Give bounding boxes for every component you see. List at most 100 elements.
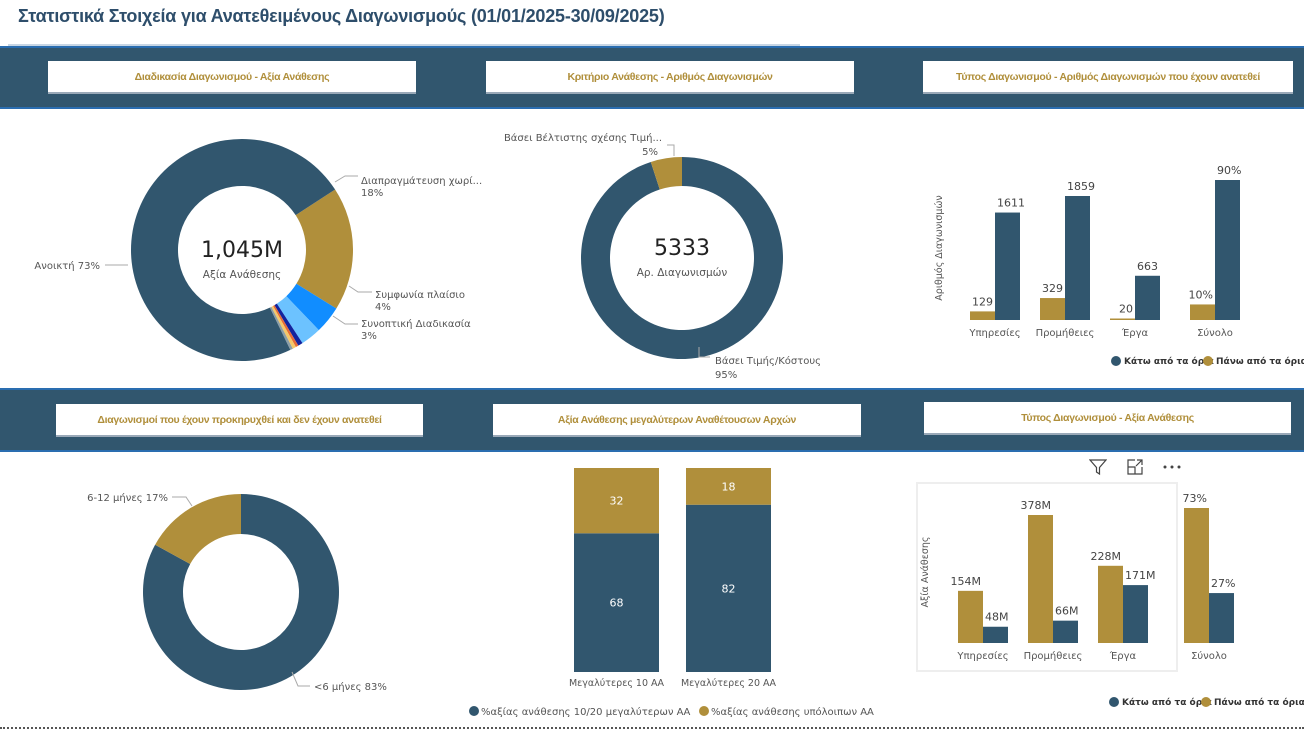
center-value: 5333 xyxy=(654,236,710,261)
bar-0-1[interactable] xyxy=(995,212,1020,320)
procedure-slice-0[interactable] xyxy=(131,139,336,361)
stack-0-1[interactable] xyxy=(574,468,659,534)
leader-line xyxy=(667,144,675,156)
x-tick-label: Μεγαλύτερες 20 ΑΑ xyxy=(681,678,777,689)
page-title: Στατιστικά Στοιχεία για Ανατεθειμένους Δ… xyxy=(18,6,665,26)
procedure-slice-5[interactable] xyxy=(273,305,299,348)
x-tick-label: Σύνολο xyxy=(1191,650,1227,662)
procedure-slice-2[interactable] xyxy=(286,283,337,331)
slice-label-negotiation: Διαπραγμάτευση χωρί... xyxy=(361,175,482,187)
total-bar-1[interactable] xyxy=(1209,593,1234,643)
procedure-slice-7[interactable] xyxy=(269,306,293,350)
slice-label-best-value: Βάσει Βέλτιστης σχέσης Τιμή... xyxy=(504,132,662,144)
bar-2-1[interactable] xyxy=(1135,275,1160,320)
bar-0-0[interactable] xyxy=(970,311,995,320)
visual-toolbar xyxy=(1080,452,1190,482)
leader-line xyxy=(332,315,358,325)
data-label: 68 xyxy=(610,597,624,610)
slice-value-price: 95% xyxy=(715,370,737,381)
x-tick-label: Έργα xyxy=(1121,327,1149,339)
data-label: 18 xyxy=(722,480,736,493)
slice-label-lt6: <6 μήνες 83% xyxy=(314,681,387,693)
filter-button[interactable] xyxy=(1083,453,1113,481)
stack-0-0[interactable] xyxy=(574,533,659,672)
data-label: 663 xyxy=(1137,260,1158,273)
total-bar-0[interactable] xyxy=(1184,508,1209,643)
donut-not-awarded: 6-12 μήνες 17% <6 μήνες 83% xyxy=(87,492,387,693)
data-label: 10% xyxy=(1189,288,1213,301)
legend-rest-authorities: %αξίας ανάθεσης υπόλοιπων ΑΑ xyxy=(711,706,874,718)
slice-label-summary: Συνοπτική Διαδικασία xyxy=(361,318,471,330)
stack-1-0[interactable] xyxy=(686,504,771,672)
data-label: 82 xyxy=(722,582,736,595)
data-label: 1611 xyxy=(997,197,1025,210)
bar-0-0[interactable] xyxy=(958,590,983,643)
slice-value-framework: 4% xyxy=(375,302,391,313)
data-label: 48M xyxy=(985,611,1009,624)
x-tick-label: Έργα xyxy=(1109,650,1137,662)
data-label: 329 xyxy=(1042,282,1063,295)
donut-procedure-value: 1,045M Αξία Ανάθεσης Ανοικτή 73% Διαπραγ… xyxy=(34,139,482,361)
data-label: 66M xyxy=(1055,605,1079,618)
procedure-slice-4[interactable] xyxy=(274,303,303,346)
center-label: Αξία Ανάθεσης xyxy=(203,269,281,281)
bar-2-1[interactable] xyxy=(1123,585,1148,643)
stack-1-1[interactable] xyxy=(686,468,771,505)
data-label: 378M xyxy=(1021,499,1052,512)
legend-below: Κάτω από τα όρια xyxy=(1124,356,1214,367)
bar-1-0[interactable] xyxy=(1028,515,1053,643)
filter-icon xyxy=(1089,459,1108,476)
data-label: 1859 xyxy=(1067,180,1095,193)
x-tick-label: Προμήθειες xyxy=(1036,327,1095,339)
procedure-slice-6[interactable] xyxy=(271,305,296,349)
visual-focus-frame xyxy=(916,482,1178,672)
y-axis-label: Αξία Ανάθεσης xyxy=(920,537,931,608)
y-axis-label: Αριθμός Διαγωνισμών xyxy=(934,195,945,300)
legend-dot-rest xyxy=(699,706,709,716)
procedure-slice-3[interactable] xyxy=(276,296,319,344)
bar-1-0[interactable] xyxy=(1040,298,1065,320)
bar-1-1[interactable] xyxy=(1065,196,1090,320)
legend-dot-above xyxy=(1203,356,1213,366)
data-label: 73% xyxy=(1183,492,1207,505)
procedure-slice-1[interactable] xyxy=(295,189,353,309)
slice-value-summary: 3% xyxy=(361,331,377,342)
slice-label-6-12: 6-12 μήνες 17% xyxy=(87,492,168,504)
header-procedure-value: Διαδικασία Διαγωνισμού - Αξία Ανάθεσης xyxy=(48,61,416,94)
data-label: 129 xyxy=(972,295,993,308)
total-bar-1[interactable] xyxy=(1215,180,1240,320)
donut-criterion-count: 5333 Αρ. Διαγωνισμών Βάσει Βέλτιστης σχέ… xyxy=(504,132,821,381)
bar-0-1[interactable] xyxy=(983,626,1008,643)
bar-2-0[interactable] xyxy=(1098,565,1123,643)
bar-2-0[interactable] xyxy=(1110,318,1135,321)
more-options-button[interactable] xyxy=(1157,453,1187,481)
data-label: 90% xyxy=(1217,164,1241,177)
header-largest-authorities: Αξία Ανάθεσης μεγαλύτερων Αναθέτουσων Αρ… xyxy=(493,404,861,437)
page-bottom-divider xyxy=(0,727,1304,729)
x-tick-label: Μεγαλύτερες 10 ΑΑ xyxy=(569,678,665,689)
header-criterion-count: Κριτήριο Ανάθεσης - Αριθμός Διαγωνισμών xyxy=(486,61,854,94)
slice-label-price: Βάσει Τιμής/Κόστους xyxy=(715,355,821,367)
legend-dot-above xyxy=(1201,697,1211,707)
data-label: 228M xyxy=(1091,550,1122,563)
x-tick-label: Προμήθειες xyxy=(1024,650,1083,662)
focus-mode-icon xyxy=(1127,459,1143,475)
legend-below: Κάτω από τα όρια xyxy=(1122,697,1212,708)
header-type-value: Τύπος Διαγωνισμού - Αξία Ανάθεσης xyxy=(924,402,1291,435)
data-label: 32 xyxy=(610,495,624,508)
legend-dot-below xyxy=(1109,697,1119,707)
criterion-slice-1[interactable] xyxy=(650,157,682,190)
total-bar-0[interactable] xyxy=(1190,304,1215,320)
focus-mode-button[interactable] xyxy=(1120,453,1150,481)
not-awarded-slice-1[interactable] xyxy=(155,494,241,565)
leader-line xyxy=(348,285,372,293)
bar-1-1[interactable] xyxy=(1053,620,1078,643)
legend-above: Πάνω από τα όρια xyxy=(1214,697,1304,708)
legend-top-authorities: %αξίας ανάθεσης 10/20 μεγαλύτερων ΑΑ xyxy=(481,706,690,718)
center-value: 1,045M xyxy=(201,238,283,263)
slice-label-framework: Συμφωνία πλαίσιο xyxy=(375,289,465,301)
x-tick-label: Υπηρεσίες xyxy=(968,327,1020,339)
bar-type-count: Αριθμός Διαγωνισμών 129 1611 Υπηρεσίες 329 1… xyxy=(934,164,1304,367)
not-awarded-slice-0[interactable] xyxy=(143,494,340,690)
